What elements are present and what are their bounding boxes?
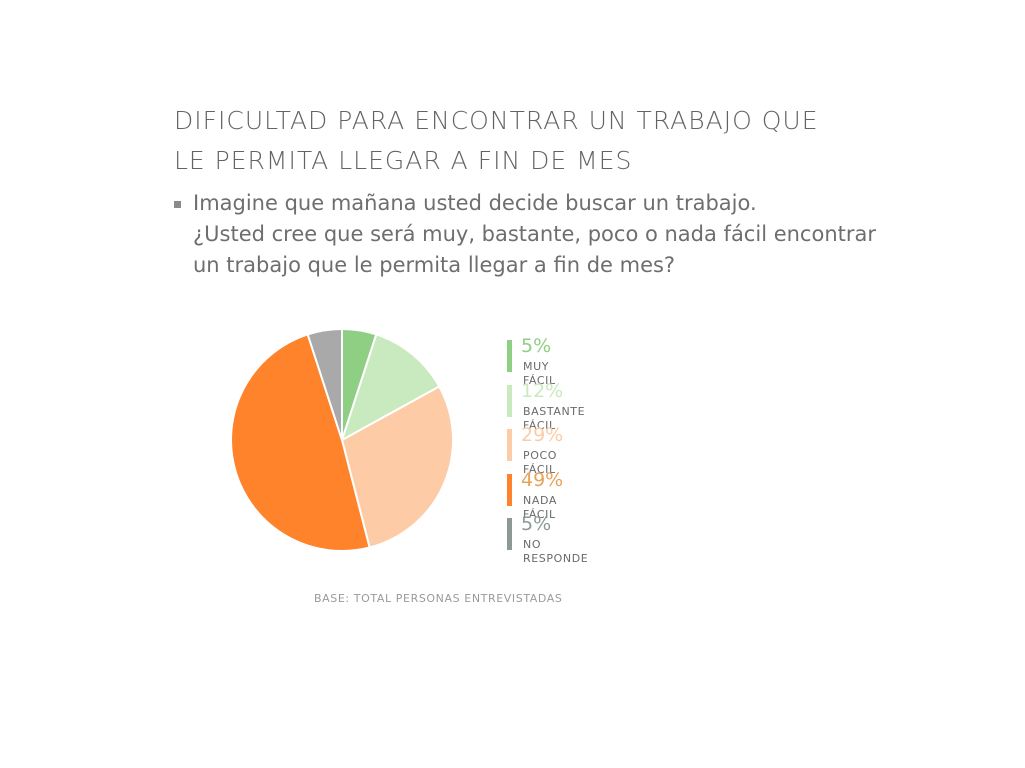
legend-color-bar — [507, 340, 512, 372]
chart-title-line-2: LE PERMITA LLEGAR A FIN DE MES — [174, 146, 633, 175]
legend-value: 5% — [521, 513, 552, 536]
pie-slice-bastante-fácil — [340, 333, 441, 443]
chart-title: DIFICULTAD PARA ENCONTRAR UN TRABAJO QUE… — [174, 101, 934, 181]
chart-title-line-1: DIFICULTAD PARA ENCONTRAR UN TRABAJO QUE — [174, 106, 819, 135]
base-note: BASE: TOTAL PERSONAS ENTREVISTADAS — [314, 592, 563, 605]
question-text: Imagine que mañana usted decide buscar u… — [193, 188, 934, 281]
legend-color-bar — [507, 518, 512, 551]
legend-label: NADA FÁCIL — [523, 493, 557, 521]
pie-chart — [230, 327, 454, 552]
legend-label: MUY FÁCIL — [523, 360, 556, 387]
pie-slice-nada-fácil — [230, 333, 371, 552]
legend-color-bar — [507, 473, 512, 506]
question-line-3: un trabajo que le permita llegar a fin d… — [193, 253, 676, 277]
bullet-square-icon — [174, 201, 181, 208]
legend-value: 12% — [521, 379, 564, 402]
legend-label: BASTANTE FÁCIL — [523, 404, 586, 432]
legend-label: NO RESPONDE — [523, 538, 589, 566]
pie-slice-no-responde — [306, 327, 343, 441]
survey-question: Imagine que mañana usted decide buscar u… — [174, 188, 934, 281]
legend-color-bar — [507, 429, 512, 462]
legend-value: 5% — [521, 335, 552, 357]
legend-label: POCO FÁCIL — [523, 449, 558, 477]
legend-color-bar — [507, 384, 512, 417]
legend-value: 49% — [521, 468, 564, 491]
question-line-2: ¿Usted cree que será muy, bastante, poco… — [193, 222, 877, 246]
legend-value: 29% — [521, 424, 564, 447]
question-line-1: Imagine que mañana usted decide buscar u… — [193, 191, 757, 215]
pie-slice-poco-fácil — [340, 385, 454, 549]
